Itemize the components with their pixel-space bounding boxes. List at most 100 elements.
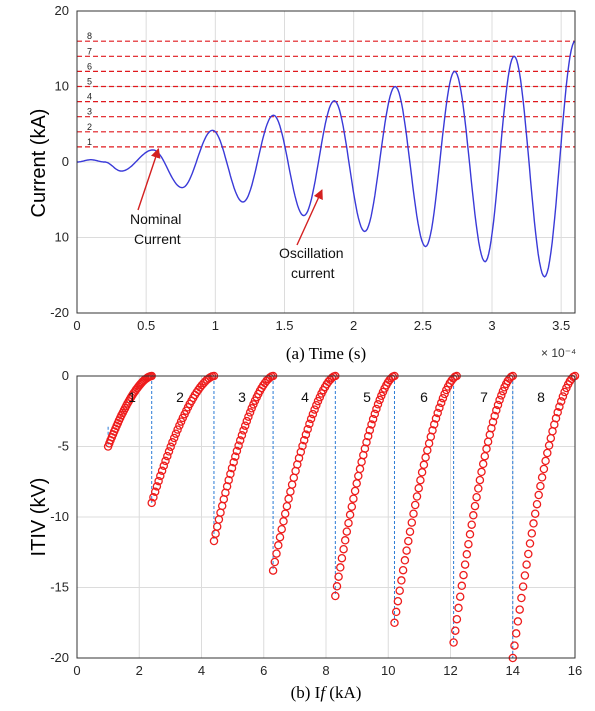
current-waveform (77, 40, 576, 278)
itiv-point-g5 (355, 464, 365, 474)
annotation-line: Nominal (130, 211, 181, 227)
itiv-point-g5 (354, 471, 363, 481)
chart-b-caption-suffix: (kA) (325, 683, 361, 702)
x-tick-label: 10 (381, 663, 395, 678)
threshold-label: 4 (87, 92, 92, 102)
x-tick-label: 12 (443, 663, 457, 678)
threshold-label: 5 (87, 77, 92, 87)
itiv-point-g3 (244, 412, 253, 421)
itiv-point-g8 (536, 481, 545, 491)
itiv-point-g7 (467, 520, 476, 529)
itiv-point-g4 (306, 414, 316, 424)
annotation-arrow-nominal (137, 147, 161, 211)
itiv-point-g5 (367, 420, 376, 429)
itiv-point-g7 (488, 417, 498, 427)
group-label-8: 8 (537, 389, 545, 405)
itiv-point-g7 (487, 423, 496, 433)
itiv-point-g5 (342, 527, 352, 536)
threshold-label: 6 (87, 61, 92, 71)
chart-b-frame (76, 375, 576, 659)
itiv-point-g4 (287, 480, 297, 489)
itiv-point-g3 (235, 436, 245, 445)
itiv-point-g6 (423, 446, 432, 455)
itiv-point-g5 (340, 536, 350, 545)
itiv-point-g7 (454, 603, 463, 613)
itiv-point-g4 (312, 400, 321, 410)
y-tick-label: -10 (50, 509, 69, 524)
itiv-point-g6 (412, 492, 422, 501)
itiv-point-g8 (510, 641, 519, 650)
itiv-point-g3 (242, 416, 252, 426)
y-tick-label: -20 (50, 305, 69, 320)
x-tick-label: 3.5 (552, 318, 570, 333)
itiv-point-g7 (472, 492, 481, 502)
itiv-point-g8 (541, 456, 550, 466)
itiv-point-g6 (428, 426, 437, 435)
itiv-point-g6 (395, 586, 404, 595)
itiv-point-g6 (438, 393, 448, 403)
chart-a-threshold-lines: 1 2 3 4 5 6 7 8 (77, 31, 575, 148)
chart-b-group-labels: 1 2 3 4 5 6 7 8 (128, 389, 545, 405)
itiv-point-g2 (161, 456, 170, 466)
x-tick-label: 2.5 (414, 318, 432, 333)
itiv-point-g7 (459, 570, 468, 580)
itiv-point-g3 (232, 446, 242, 456)
group-label-1: 1 (128, 389, 136, 405)
itiv-point-g8 (539, 464, 549, 474)
annotation-line: current (291, 265, 335, 281)
itiv-point-g8 (560, 387, 569, 397)
itiv-point-g4 (275, 532, 285, 542)
itiv-point-g4 (284, 494, 293, 504)
y-tick-label: 0 (62, 154, 69, 169)
itiv-point-g8 (532, 499, 542, 509)
y-tick-label: -20 (50, 650, 69, 665)
chart-b-caption-prefix: (b) I (291, 683, 321, 702)
itiv-point-g4 (296, 447, 306, 457)
itiv-point-g8 (556, 397, 566, 406)
itiv-point-g4 (299, 435, 309, 445)
itiv-point-g5 (331, 591, 340, 601)
itiv-point-g7 (498, 386, 508, 396)
itiv-point-g4 (301, 430, 311, 439)
itiv-point-g2 (152, 482, 162, 491)
itiv-point-g4 (305, 419, 314, 429)
itiv-point-g8 (551, 414, 561, 423)
itiv-point-g2 (154, 476, 163, 486)
itiv-point-g7 (460, 560, 470, 569)
itiv-point-g5 (349, 494, 358, 503)
itiv-point-g6 (398, 565, 408, 575)
itiv-point-g3 (216, 508, 225, 517)
itiv-point-g8 (558, 392, 568, 401)
group-label-5: 5 (363, 389, 371, 405)
x-tick-label: 1.5 (275, 318, 293, 333)
itiv-point-g4 (279, 517, 288, 526)
x-tick-label: 0 (73, 318, 80, 333)
itiv-point-g2 (157, 466, 167, 476)
itiv-point-g7 (492, 406, 501, 415)
chart-b-tick-labels: 0 2 4 6 8 10 12 14 160-5-10-15-20 (50, 368, 582, 678)
itiv-point-g5 (363, 431, 373, 441)
group-label-4: 4 (301, 389, 309, 405)
y-tick-label: 0 (62, 368, 69, 383)
chart-b-border (76, 375, 576, 659)
itiv-point-g2 (168, 438, 177, 447)
itiv-point-g5 (368, 414, 378, 424)
itiv-point-g2 (159, 461, 169, 471)
itiv-point-g7 (470, 501, 480, 511)
itiv-point-g8 (525, 539, 535, 548)
threshold-label: 8 (87, 31, 92, 41)
x-tick-label: 16 (568, 663, 582, 678)
itiv-point-g7 (469, 511, 478, 520)
itiv-point-g3 (224, 475, 233, 485)
itiv-point-g2 (175, 421, 184, 430)
itiv-point-g7 (475, 475, 485, 485)
annotation-line: Oscillation (279, 245, 344, 261)
itiv-point-g3 (231, 452, 240, 461)
itiv-point-g8 (511, 629, 521, 638)
itiv-point-g5 (339, 544, 348, 554)
x-tick-label: 14 (506, 663, 520, 678)
itiv-point-g5 (345, 510, 355, 520)
itiv-point-g8 (527, 529, 537, 538)
itiv-point-g4 (294, 453, 304, 463)
